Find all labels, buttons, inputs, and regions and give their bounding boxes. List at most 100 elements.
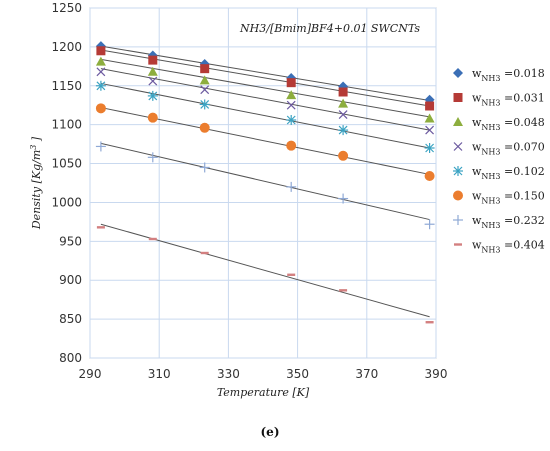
y-tick-label: 1000 [51, 195, 82, 209]
y-tick-label: 850 [59, 312, 82, 326]
fit-line [100, 82, 430, 149]
data-point [199, 99, 210, 110]
x-tick-label: 290 [79, 367, 102, 381]
y-axis-label-sup: 3 [29, 145, 38, 150]
legend-value: =0.404 [501, 239, 545, 252]
legend-marker [453, 117, 463, 126]
x-tick-label: 390 [425, 367, 448, 381]
data-point [339, 289, 348, 292]
legend-entry: wNH3 =0.404 [472, 239, 545, 255]
y-tick-label: 800 [59, 351, 82, 365]
legend-entry: wNH3 =0.070 [472, 141, 545, 157]
data-point [338, 125, 349, 136]
y-axis-label-end: ] [30, 136, 43, 144]
data-point [338, 150, 349, 161]
grid [89, 7, 437, 359]
legend-sub: NH3 [481, 246, 500, 255]
data-point [147, 112, 158, 123]
data-point [96, 46, 106, 56]
data-point [199, 75, 210, 85]
legend-marker [454, 243, 462, 246]
x-tick-label: 330 [217, 367, 240, 381]
data-point [147, 66, 158, 76]
x-axis-label: Temperature [K] [217, 386, 310, 399]
legend-sub: NH3 [481, 172, 500, 181]
data-point [199, 122, 210, 133]
data-point [286, 115, 297, 125]
data-point [95, 56, 106, 66]
legend-marker [453, 93, 463, 102]
legend-value: =0.018 [501, 67, 545, 80]
legend-sub: NH3 [481, 197, 500, 206]
legend-w: w [472, 92, 482, 105]
data-point [147, 152, 158, 163]
y-tick-label: 1150 [51, 79, 82, 93]
legend-sub: NH3 [481, 74, 500, 83]
legend-sub: NH3 [481, 148, 500, 157]
legend-entry: wNH3 =0.102 [472, 165, 545, 181]
y-tick-label: 1050 [51, 157, 82, 171]
x-tick-label: 310 [148, 367, 171, 381]
legend-w: w [472, 214, 482, 227]
data-point [95, 103, 106, 114]
x-tick-label: 370 [355, 367, 378, 381]
legend-entry: wNH3 =0.048 [472, 116, 545, 132]
data-points [95, 41, 435, 324]
chart-annotation: NH3/[Bmim]BF4+0.01 SWCNTs [239, 22, 420, 35]
legend-w: w [472, 239, 482, 252]
data-point [425, 125, 435, 135]
data-point [338, 110, 348, 119]
legend-marker [453, 68, 463, 78]
legend-w: w [472, 141, 482, 154]
legend-marker [453, 166, 463, 176]
legend-marker [453, 142, 463, 151]
y-tick-label: 900 [59, 273, 82, 287]
data-point [95, 80, 106, 91]
legend-sub: NH3 [481, 99, 500, 108]
data-point [338, 87, 348, 97]
y-tick-label: 1250 [51, 1, 82, 15]
legend-w: w [472, 67, 482, 80]
data-point [286, 90, 297, 100]
data-point [286, 100, 296, 110]
y-axis-label: Density [Kg/m3 ] [29, 136, 43, 230]
data-point [147, 90, 158, 101]
figure-caption: (e) [261, 425, 280, 439]
legend-entry: wNH3 =0.031 [472, 92, 545, 108]
data-point [148, 76, 158, 86]
legend-value: =0.150 [501, 190, 545, 203]
legend-value: =0.102 [501, 165, 545, 178]
data-point [287, 273, 296, 276]
data-point [148, 55, 158, 65]
legend-entry: wNH3 =0.150 [472, 190, 545, 206]
data-point [95, 141, 106, 152]
legend-w: w [472, 116, 482, 129]
data-point [424, 143, 435, 153]
data-point [200, 64, 210, 74]
data-point [200, 85, 210, 95]
legend-w: w [472, 165, 482, 178]
data-point [338, 193, 349, 204]
data-point [286, 181, 297, 192]
legend-marker [453, 190, 463, 201]
data-point [96, 67, 106, 77]
plot-area [89, 7, 437, 359]
data-point [425, 321, 434, 324]
legend-value: =0.048 [501, 116, 545, 129]
legend-sub: NH3 [481, 123, 500, 132]
y-tick-label: 950 [59, 234, 82, 248]
fit-line [100, 58, 430, 118]
legend-value: =0.070 [501, 141, 545, 154]
data-point [199, 162, 210, 173]
data-point [148, 237, 157, 241]
data-point [96, 226, 105, 229]
legend-value: =0.232 [501, 214, 545, 227]
data-point [424, 171, 435, 181]
legend-entry: wNH3 =0.232 [472, 214, 545, 230]
data-point [338, 98, 349, 108]
legend-entry: wNH3 =0.018 [472, 67, 545, 83]
y-tick-label: 1100 [51, 118, 82, 132]
y-tick-labels: 800 850 900 950 1000 1050 1100 1150 1200 1250 [51, 1, 82, 365]
